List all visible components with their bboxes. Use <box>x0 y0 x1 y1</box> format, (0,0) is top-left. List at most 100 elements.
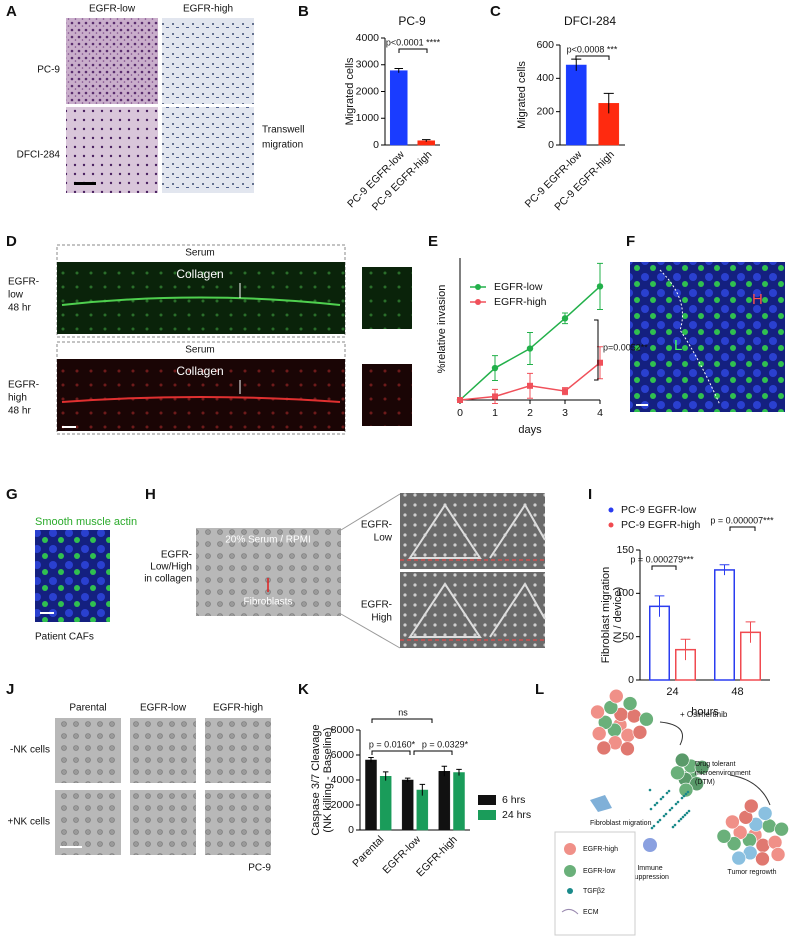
micrograph <box>130 790 196 855</box>
tgf-dot <box>680 796 684 800</box>
annotation: p = 0.000279*** <box>630 554 694 564</box>
cell <box>674 752 690 768</box>
micrograph <box>57 359 345 431</box>
cell <box>670 765 685 781</box>
tgf-dot <box>677 819 681 823</box>
inset <box>362 267 412 329</box>
cell <box>626 708 642 724</box>
tgf-dot <box>653 803 657 807</box>
micrograph <box>400 572 545 648</box>
tgf-dot <box>661 795 665 799</box>
cell <box>767 835 783 850</box>
bar <box>389 70 408 146</box>
annotation: p = 0.0160* <box>369 739 416 749</box>
y-tick-label: 4000 <box>331 774 355 786</box>
cell <box>761 818 777 834</box>
panel-letter: F <box>626 233 635 250</box>
legend-label: EGFR-high <box>494 296 547 308</box>
x-tick-label: 0 <box>457 407 463 419</box>
bracket <box>371 718 433 723</box>
panel-letter: H <box>145 486 156 503</box>
label: microenvironment <box>695 770 751 777</box>
cell <box>689 776 705 792</box>
panel-letter: G <box>6 486 18 503</box>
tgf-dot <box>681 815 685 819</box>
x-tick-label: 2 <box>527 407 533 419</box>
error-bar <box>394 67 404 73</box>
caption: Patient CAFs <box>35 632 94 643</box>
inset-label: EGFR- <box>361 520 392 531</box>
bar <box>416 789 429 831</box>
tgf-dot <box>683 813 687 817</box>
tgf-dot <box>652 824 656 828</box>
chart-title: DFCI-284 <box>564 14 616 28</box>
cell <box>590 704 605 720</box>
cell <box>694 760 710 775</box>
cell-front <box>61 296 341 306</box>
cell <box>639 711 654 727</box>
panel-letter: C <box>490 3 501 20</box>
panel-letter: K <box>298 681 309 698</box>
error-bar <box>419 783 426 796</box>
cell <box>678 782 694 798</box>
y-tick-label: 100 <box>616 587 634 599</box>
legend-label: 6 hrs <box>502 794 525 806</box>
legend-label: EGFR-high <box>583 846 618 853</box>
bar <box>714 569 735 681</box>
row-label: 48 hr <box>8 406 31 417</box>
tgf-dot <box>676 800 680 804</box>
y-tick-label: 200 <box>536 105 554 117</box>
y-axis-label: Fibroblast migration <box>600 567 612 664</box>
tgf-dot <box>664 812 668 816</box>
marker <box>526 345 534 352</box>
bracket <box>594 319 599 381</box>
annotation: p<0.0008 *** <box>567 44 618 54</box>
cell <box>632 724 648 740</box>
row-label: EGFR- <box>8 380 39 391</box>
error-bar <box>404 777 411 782</box>
cell <box>716 828 732 844</box>
legend-swatch <box>475 299 481 305</box>
cell <box>726 836 742 851</box>
error-bar <box>654 595 665 617</box>
bar <box>438 771 451 831</box>
y-axis-label: Migrated cells <box>516 61 528 129</box>
micrograph <box>66 18 158 104</box>
cell <box>596 740 612 756</box>
legend-label: 24 hrs <box>502 809 531 821</box>
cell <box>770 847 786 862</box>
tgf-dot <box>686 790 690 794</box>
legend-swatch <box>475 284 481 290</box>
error-bar <box>421 139 431 142</box>
row-label: 48 hr <box>8 303 31 314</box>
tgf-dot <box>659 797 663 801</box>
marker <box>527 382 533 389</box>
legend-label: PC-9 EGFR-low <box>621 504 697 516</box>
legend-swatch <box>564 843 576 855</box>
legend-label: PC-9 EGFR-high <box>621 519 701 531</box>
error-bar <box>368 757 374 763</box>
tgf-dot <box>648 788 652 792</box>
micrograph <box>130 718 196 783</box>
bar <box>401 779 414 831</box>
bracket <box>398 48 428 53</box>
error-bar <box>680 638 691 661</box>
tgf-dot <box>684 792 688 796</box>
error-bar <box>441 765 448 777</box>
region-label: Collagen <box>176 267 223 281</box>
x-axis-label: hours <box>691 706 719 718</box>
legend-swatch <box>478 810 496 820</box>
region-label: 20% Serum / RPMI <box>225 535 311 546</box>
y-tick-label: 1000 <box>356 112 380 124</box>
side-label: Low/High <box>150 562 192 573</box>
y-tick-label: 150 <box>616 544 634 556</box>
panel-letter: I <box>588 486 592 503</box>
y-axis-label: (NK killing - Baseline) <box>322 727 334 832</box>
y-tick-label: 600 <box>536 39 554 51</box>
y-axis-label: Caspase 3/7 Cleavage <box>310 724 322 835</box>
marker <box>596 283 604 290</box>
cell <box>620 741 635 757</box>
y-axis-label: Migrated cells <box>344 57 356 125</box>
tgf-dot <box>656 820 660 824</box>
region-label: Serum <box>185 248 214 259</box>
